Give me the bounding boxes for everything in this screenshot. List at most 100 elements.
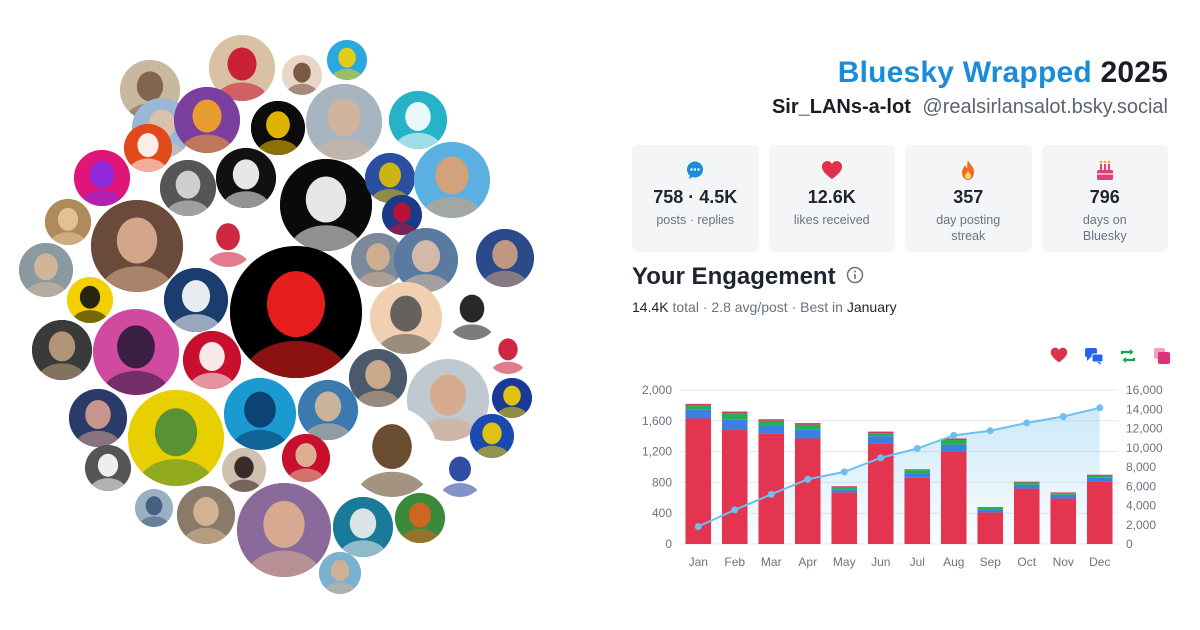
stat-value: 796 [1089, 187, 1120, 207]
avatar-man-field[interactable] [319, 552, 361, 594]
avatar-orange-dots[interactable] [124, 124, 172, 172]
avatar-man-dark[interactable] [32, 320, 92, 380]
avatar-blue-hood[interactable] [224, 378, 296, 450]
bar-segment [1050, 493, 1077, 495]
avatar-surfer[interactable] [333, 497, 393, 557]
y-tick-label: 800 [652, 475, 672, 489]
quote-icon[interactable] [1152, 346, 1172, 366]
avatar-older-man-suit[interactable] [394, 228, 458, 292]
bar-segment [685, 409, 712, 419]
y2-tick-label: 12,000 [1126, 422, 1163, 436]
best-month: January [846, 299, 897, 315]
bar-segment [685, 405, 712, 410]
reply-icon[interactable] [1084, 346, 1104, 366]
avatar-magenta-fire[interactable] [74, 150, 130, 206]
bar-segment [977, 509, 1004, 513]
bar-segment [1013, 481, 1040, 483]
avatar-grey-beard[interactable] [306, 84, 382, 160]
avatar-white-tree[interactable] [216, 148, 276, 208]
bar-segment [1050, 494, 1077, 499]
x-tick-label: Apr [798, 555, 817, 569]
cumulative-point [913, 445, 921, 453]
avatar-pride-dancer[interactable] [174, 87, 240, 153]
bar-segment [904, 469, 931, 471]
avatar-mtn-logo[interactable] [280, 159, 372, 251]
avatar-eu-stars[interactable] [435, 447, 485, 497]
avatar-rising-sun[interactable] [183, 331, 241, 389]
avatar-ru-logo[interactable] [251, 101, 305, 155]
x-tick-label: Nov [1053, 555, 1074, 569]
avatar-man-glasses[interactable] [19, 243, 73, 297]
avatar-angry-emoji[interactable] [67, 277, 113, 323]
avatar-uk-flag[interactable] [382, 195, 422, 235]
avatar-cartoon-old-man[interactable] [370, 282, 442, 354]
bar-segment [721, 419, 748, 431]
stat-days: 796 days on Bluesky [1041, 145, 1168, 252]
avatar-rain-face[interactable] [120, 60, 180, 120]
y2-tick-label: 2,000 [1126, 518, 1156, 532]
avatar-bw-portrait[interactable] [160, 160, 216, 216]
avatar-meme-text[interactable] [85, 445, 131, 491]
bar-segment [1086, 477, 1113, 482]
y2-tick-label: 0 [1126, 537, 1133, 551]
avatar-reform-exposed[interactable] [389, 91, 447, 149]
y-tick-label: 1,200 [642, 445, 672, 459]
avatar-figure-rock[interactable] [135, 489, 173, 527]
stat-label: likes received [793, 213, 870, 227]
bar-segment [794, 429, 821, 439]
avatar-blonde-woman[interactable] [45, 199, 91, 245]
cumulative-point [694, 522, 702, 530]
avatar-r-b-logo[interactable] [486, 330, 530, 374]
bar-segment [831, 489, 858, 493]
avatar-george-takei[interactable] [298, 380, 358, 440]
avatar-handshake[interactable] [476, 229, 534, 287]
avatar-pixel-flame[interactable] [230, 246, 362, 378]
avatar-eu-circle[interactable] [492, 378, 532, 418]
avatar-young-man[interactable] [351, 233, 405, 287]
avatar-sketch-face[interactable] [444, 284, 500, 340]
avatar-smiling-man[interactable] [349, 349, 407, 407]
y2-tick-label: 4,000 [1126, 499, 1156, 513]
stat-label: days on Bluesky [1082, 213, 1127, 243]
total-value: 14.4K [632, 299, 669, 315]
avatar-field-flowers[interactable] [128, 390, 224, 486]
repost-icon[interactable] [1118, 346, 1138, 366]
x-tick-label: Sep [980, 555, 1002, 569]
avatar-tn-holler[interactable] [201, 213, 255, 267]
avatar-santa-man[interactable] [282, 434, 330, 482]
avatar-glasses-smile[interactable] [237, 483, 331, 577]
x-tick-label: Mar [761, 555, 782, 569]
bar-segment [685, 403, 712, 406]
avatar-fuck-trump[interactable] [365, 153, 415, 203]
avatar-guardian-g[interactable] [164, 268, 228, 332]
heart-icon [769, 159, 896, 181]
y2-tick-label: 16,000 [1126, 383, 1163, 397]
heart-icon[interactable] [1050, 346, 1070, 366]
y-tick-label: 2,000 [642, 383, 672, 397]
avatar-anime-girl[interactable] [93, 309, 179, 395]
x-tick-label: Oct [1017, 555, 1036, 569]
avatar-two-men-sunglasses[interactable] [414, 142, 490, 218]
cumulative-point [840, 468, 848, 476]
x-tick-label: Jan [689, 555, 708, 569]
avatar-skull-art[interactable] [395, 493, 445, 543]
bar-segment [1050, 492, 1077, 494]
avatar-woman-flag[interactable] [69, 389, 127, 447]
title-year: 2025 [1100, 56, 1168, 89]
bar-segment [1013, 482, 1040, 485]
bar-segment [831, 486, 858, 488]
bar-segment [940, 438, 967, 441]
avatar-bald-man[interactable] [91, 200, 183, 292]
cumulative-point [1096, 404, 1104, 412]
info-icon[interactable] [846, 263, 864, 291]
bar-segment [831, 492, 858, 544]
avatar-eu-ukraine[interactable] [470, 414, 514, 458]
avatar-grey-man[interactable] [177, 486, 235, 544]
bar-segment [758, 420, 785, 426]
avatar-silhouette[interactable] [222, 448, 266, 492]
bar-segment [940, 451, 967, 544]
avatar-mustache-cartoon[interactable] [347, 407, 437, 497]
avatar-woman-smile[interactable] [282, 55, 322, 95]
avatar-cartoon-group[interactable] [327, 40, 367, 80]
bar-segment [867, 431, 894, 434]
